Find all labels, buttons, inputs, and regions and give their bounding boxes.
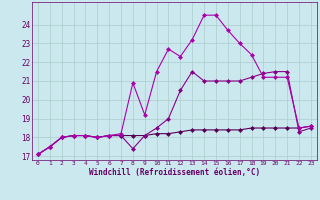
X-axis label: Windchill (Refroidissement éolien,°C): Windchill (Refroidissement éolien,°C): [89, 168, 260, 177]
